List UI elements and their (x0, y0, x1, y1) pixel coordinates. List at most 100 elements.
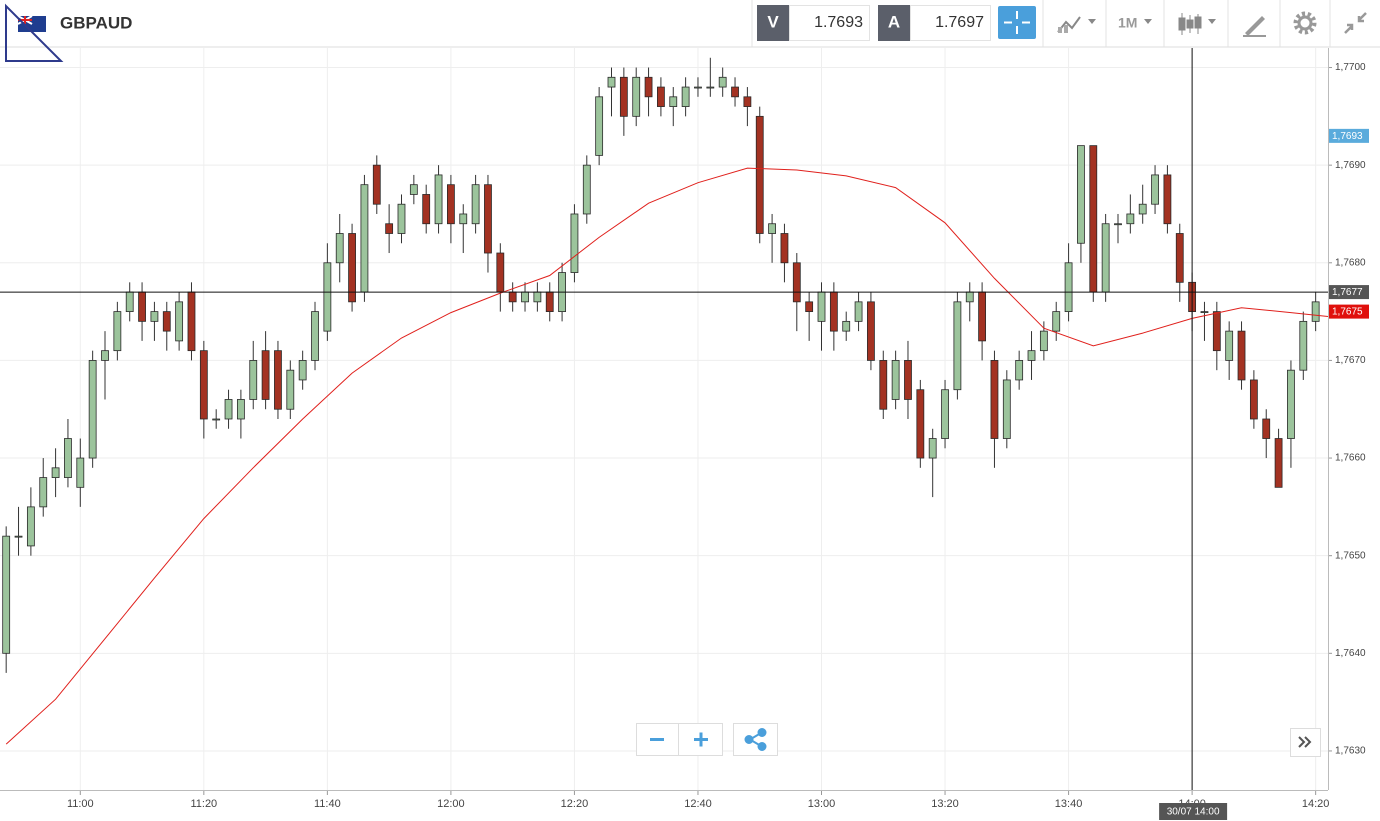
candle-body (1126, 213, 1135, 225)
candle-body (397, 203, 406, 234)
candle-body (842, 320, 851, 332)
bid-box[interactable] (789, 5, 870, 41)
candle-body (447, 184, 455, 225)
candle-body (1299, 320, 1308, 371)
x-tick-label: 12:20 (561, 798, 589, 810)
x-tick-label: 14:20 (1302, 798, 1330, 810)
crosshair-label: 30/07 14:00 (1167, 807, 1220, 818)
candle-body (953, 301, 962, 391)
x-tick-label: 12:40 (684, 798, 712, 810)
candle-body (1311, 301, 1320, 322)
candle-body (941, 389, 949, 439)
candle-body (348, 233, 356, 303)
crosshair-tag (1159, 803, 1228, 820)
price-tag (1329, 128, 1369, 143)
candle-body (706, 86, 715, 89)
draw-button[interactable] (1243, 16, 1266, 37)
candle-body (385, 223, 394, 234)
scroll-end-button[interactable] (1290, 728, 1321, 757)
candle-body (595, 96, 604, 156)
ask-box[interactable] (910, 5, 991, 41)
candle-body (1101, 223, 1110, 293)
candle-body (644, 76, 653, 98)
candle-body (879, 360, 888, 410)
candle-body (1151, 174, 1159, 205)
candle-body (138, 291, 146, 322)
dropdown-arrow (1144, 19, 1152, 24)
candle-body (51, 467, 60, 478)
chart-type-button[interactable] (1178, 13, 1216, 35)
candle-body (1249, 379, 1258, 420)
candle-body (311, 311, 319, 361)
plot: 11:00 11:20 11:40 12:00 12:20 12:40 13:00 13:20… (0, 48, 1369, 820)
candle-body (768, 223, 776, 234)
flag-icon (17, 15, 46, 32)
candle-body (533, 291, 542, 303)
candle-body (1274, 438, 1283, 488)
indicators-button[interactable] (1057, 16, 1096, 33)
timeframe[interactable]: 1M (1118, 15, 1137, 31)
candle-body (1027, 350, 1036, 361)
candle-body (286, 369, 295, 410)
candle-body (1089, 145, 1098, 293)
candle-body (1237, 330, 1246, 381)
candle-body (817, 291, 826, 322)
x-tick-label: 13:40 (1055, 798, 1083, 810)
candle-body (459, 213, 468, 225)
price-tag-label: 1,7677 (1332, 287, 1363, 298)
candle-body (113, 311, 122, 352)
x-tick-label: 11:20 (190, 798, 217, 810)
candle-body (829, 291, 838, 332)
candle-body (323, 262, 332, 332)
settings-button[interactable] (1293, 11, 1317, 35)
x-tick-label: 11:00 (67, 798, 94, 810)
candle-body (409, 184, 418, 195)
candle-body (731, 86, 739, 98)
share-icon (744, 728, 767, 751)
candle-body (792, 262, 801, 303)
candle-body (632, 76, 641, 117)
candle-body (521, 291, 529, 303)
candle-body (718, 76, 727, 88)
candle-body (1200, 311, 1209, 314)
share-button[interactable] (733, 723, 778, 756)
collapse-button[interactable] (1344, 12, 1367, 34)
zoom-controls (636, 723, 778, 756)
candle-body (64, 438, 72, 478)
candle-body (916, 389, 925, 459)
candle-body (928, 438, 937, 459)
candle-body (434, 174, 443, 225)
y-tick-label: 1,7690 (1335, 160, 1366, 171)
price-tag-label: 1,7675 (1332, 307, 1363, 318)
candle-body (854, 301, 863, 322)
crosshair-icon (1004, 11, 1030, 34)
price-tag-label: 1,7693 (1332, 131, 1363, 142)
candle-body (125, 291, 134, 313)
candle-body (1052, 311, 1061, 332)
ask-tag[interactable] (878, 5, 910, 41)
candle-body (990, 360, 999, 439)
y-tick-label: 1,7630 (1335, 746, 1366, 757)
candle-body (212, 418, 221, 421)
ask-value: 1.7697 (935, 14, 984, 31)
candle-body (39, 477, 48, 508)
crosshair-button[interactable] (998, 6, 1036, 39)
candle-body (274, 350, 282, 410)
candle-body (298, 360, 307, 381)
candle-body (88, 360, 97, 459)
candle-body (162, 311, 171, 332)
candle-body (1262, 418, 1271, 439)
candle-body (2, 535, 11, 654)
candle-body (76, 457, 85, 488)
candle-body (904, 360, 912, 400)
bid-tag[interactable] (757, 5, 789, 41)
x-tick-label: 13:20 (931, 798, 959, 810)
candle-body (422, 194, 431, 225)
candle-body (1287, 369, 1295, 439)
candle-body (101, 350, 109, 361)
candle-body (1163, 174, 1172, 225)
candle-body (1002, 379, 1011, 439)
candle-body (335, 233, 344, 264)
